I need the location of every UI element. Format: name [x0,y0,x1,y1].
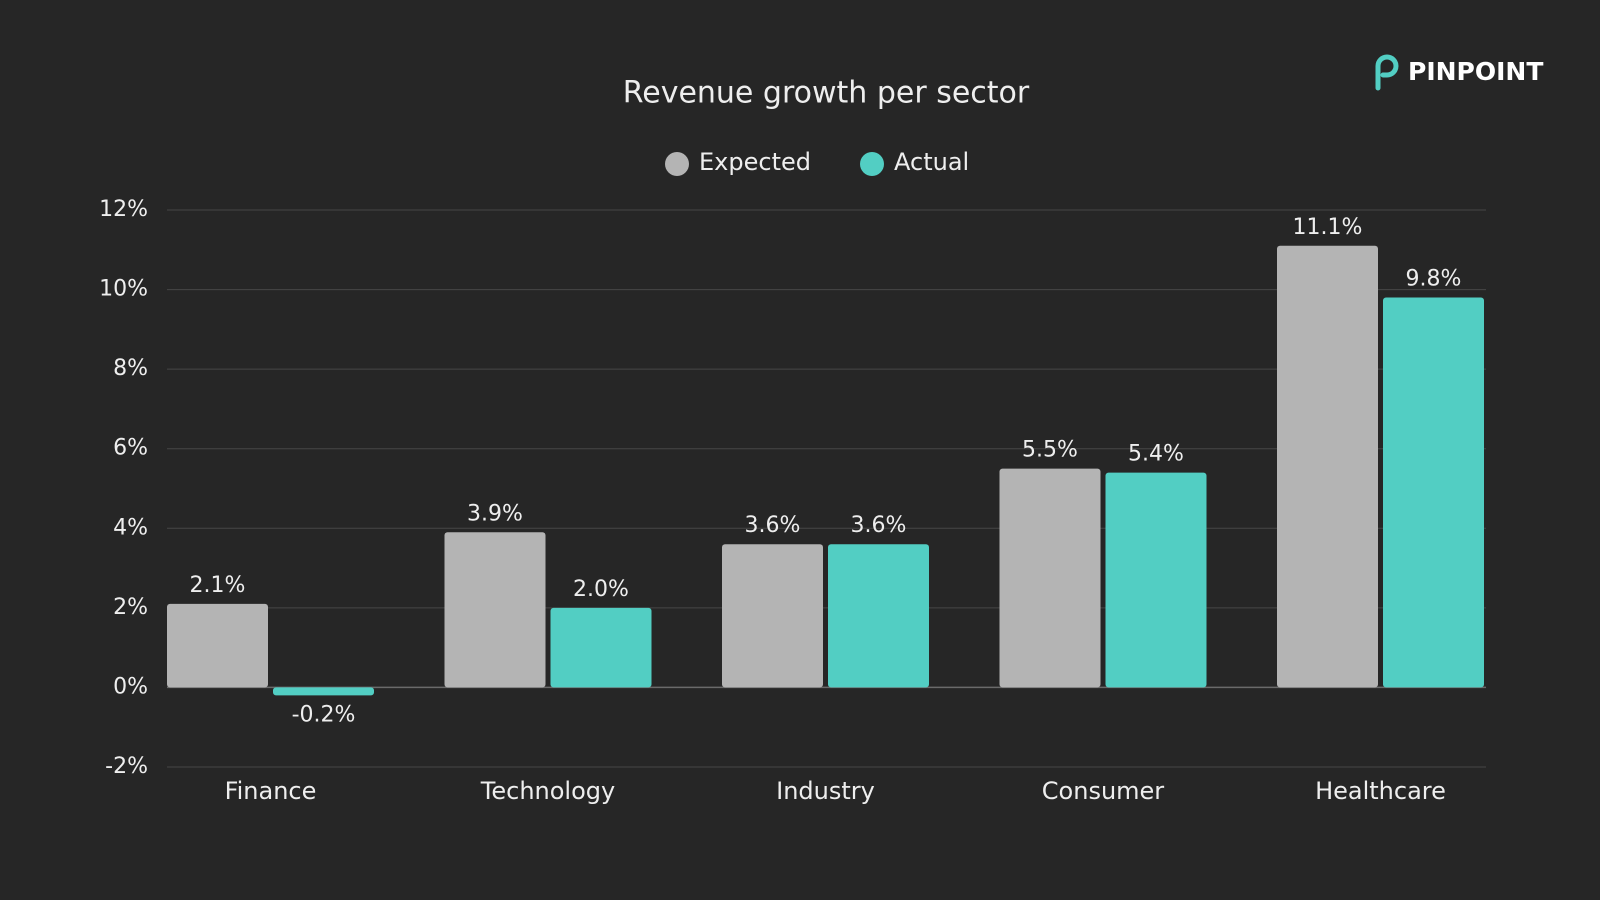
value-label: 3.6% [851,513,907,538]
value-label: 3.6% [745,513,801,538]
bar [722,544,823,688]
y-tick-label: 12% [99,197,148,222]
y-tick-label: 8% [113,356,148,381]
logo: PINPOINT [1375,54,1543,91]
value-label: 2.0% [573,577,629,602]
x-tick-label: Industry [776,777,875,805]
y-tick-label: 10% [99,277,148,302]
bar [999,468,1101,688]
legend-label: Actual [894,148,969,176]
bar [444,532,546,688]
legend-swatch [665,152,689,176]
bar [828,544,929,688]
y-tick-label: 6% [113,436,148,461]
bar [1277,245,1378,688]
y-tick-label: 4% [113,515,148,540]
bar [1383,297,1484,688]
x-tick-label: Healthcare [1315,777,1446,805]
logo-icon [1375,54,1399,91]
legend-label: Expected [699,148,811,176]
value-label: 3.9% [467,501,523,526]
bar [167,603,268,688]
value-label: 5.5% [1022,438,1078,463]
x-tick-label: Technology [480,777,615,805]
value-label: 9.8% [1406,267,1462,292]
bar [1105,472,1207,688]
y-tick-label: -2% [105,754,148,779]
value-label: -0.2% [292,702,356,727]
value-label: 11.1% [1293,215,1363,240]
value-label: 5.4% [1128,442,1184,467]
x-tick-label: Finance [225,777,317,805]
y-tick-label: 0% [113,674,148,699]
brand-name: PINPOINT [1408,57,1543,86]
y-tick-label: 2% [113,595,148,620]
x-tick-label: Consumer [1042,777,1165,805]
chart-title: Revenue growth per sector [623,76,1030,111]
bar [273,687,374,696]
bar [550,607,652,688]
value-label: 2.1% [190,573,246,598]
legend-swatch [860,152,884,176]
